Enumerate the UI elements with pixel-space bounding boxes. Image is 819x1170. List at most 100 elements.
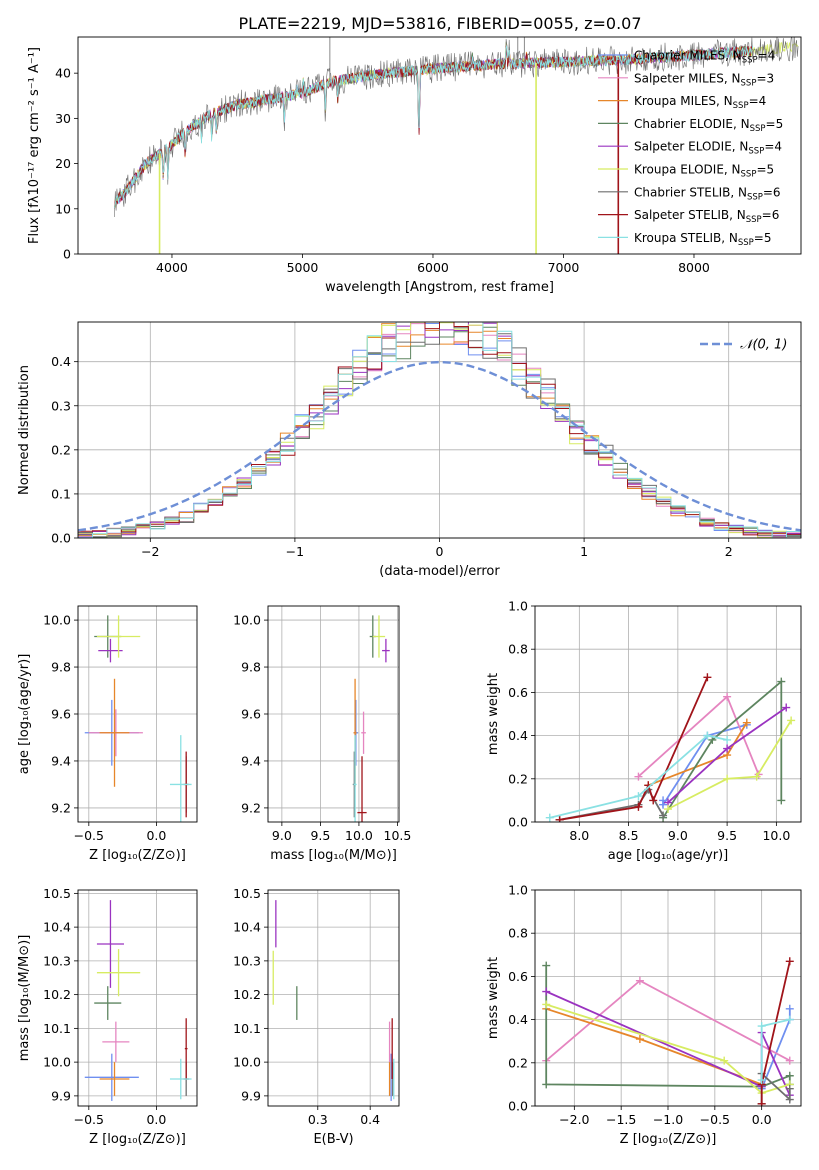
residuals-xtick-label-0: −2	[141, 544, 159, 559]
age-vs-z-ytick-label-3: 9.8	[51, 660, 71, 675]
mass-vs-ebv-chart: 0.3 0.4 9.9 10.0 10.1 10.2 10.3 10.4 10.5 E(B-V)	[233, 886, 400, 1147]
spectrum-ytick-label-4: 40	[55, 66, 71, 81]
weight-vs-z-ytick-label-3: 0.6	[508, 969, 528, 984]
weight-vs-z-xtick-label-3: −0.5	[700, 1112, 730, 1127]
age-vs-mass-chart: 9.0 9.5 10.0 10.5 9.2 9.4 9.6 9.8 10.0 mass [log₁…	[233, 605, 411, 863]
mass-vs-z-xlabel: Z [log₁₀(Z/Z⊙)]	[89, 1132, 186, 1147]
weight-vs-age-marker-kroupa-elodie-3	[787, 716, 796, 725]
residuals-ytick-label-0: 0.0	[51, 531, 71, 546]
weight-vs-z-xtick-label-2: −1.0	[653, 1112, 683, 1127]
weight-vs-age-marker-kroupa-elodie-2	[752, 772, 761, 781]
residuals-xtick-label-4: 2	[725, 544, 733, 559]
weight-vs-age-frame	[534, 605, 802, 823]
normal-curve	[78, 360, 801, 532]
age-vs-z-xlabel: Z [log₁₀(Z/Z⊙)]	[89, 848, 186, 863]
residuals-chart: −2 −1 0 1 2 0.0 0.1 0.2 0.3 0.4 (data-model)/error…	[17, 321, 802, 579]
legend-text: Chabrier MILES, N	[634, 49, 742, 63]
weight-vs-z-chart: −2.0 −1.5 −1.0 −0.5 0.0 0.0 0.2 0.4 0.6 0.8 1.0 Z […	[486, 883, 802, 1147]
age-vs-z-plot-area	[84, 615, 192, 822]
weight-vs-age-marker-salpeter-stelib-4	[703, 673, 712, 682]
legend-label-salpeter-miles: Salpeter MILES, NSSP=3	[634, 71, 774, 88]
mass-vs-ebv-ytick-label-1: 10.0	[233, 1055, 261, 1070]
weight-vs-z-marker-salpeter-stelib-0	[757, 1099, 766, 1106]
weight-vs-z-marker-kroupa-miles-1	[635, 1035, 644, 1044]
mass-vs-z-xtick-label-1: 0.0	[146, 1112, 166, 1127]
weight-vs-z-marker-chabrier-miles-3	[785, 1004, 794, 1013]
weight-vs-z-ytick-label-5: 1.0	[508, 883, 528, 898]
age-vs-mass-xtick-label-2: 10.0	[345, 828, 373, 843]
weight-vs-age-line-chabrier-elodie	[662, 679, 783, 819]
legend-label-salpeter-elodie: Salpeter ELODIE, NSSP=4	[634, 140, 782, 157]
weight-vs-age-marker-kroupa-stelib-2	[703, 731, 712, 740]
mass-vs-z-frame	[77, 889, 198, 1107]
weight-vs-z-marker-kroupa-stelib-1	[757, 1022, 766, 1031]
weight-vs-age-chart: 8.0 8.5 9.0 9.5 10.0 0.0 0.2 0.4 0.6 0.8 1.0 age [l…	[486, 599, 802, 863]
mass-vs-ebv-xtick-label-1: 0.4	[360, 1112, 380, 1127]
weight-vs-age-ytick-label-1: 0.2	[508, 771, 528, 786]
residuals-ytick-label-3: 0.3	[51, 398, 71, 413]
weight-vs-z-marker-chabrier-elodie-0	[542, 961, 551, 970]
mass-vs-ebv-ytick-label-2: 10.1	[233, 1021, 261, 1036]
legend-text: Chabrier STELIB, N	[634, 185, 747, 199]
age-vs-mass-ytick-label-4: 10.0	[233, 613, 261, 628]
mass-vs-ebv-ytick-label-6: 10.5	[233, 886, 261, 901]
weight-vs-z-ytick-label-4: 0.8	[508, 926, 528, 941]
mass-vs-ebv-plot-area	[272, 900, 395, 1101]
weight-vs-z-xlabel: Z [log₁₀(Z/Z⊙)]	[620, 1132, 717, 1147]
weight-vs-z-ytick-label-2: 0.4	[508, 1012, 528, 1027]
age-vs-z-ytick-label-4: 10.0	[43, 613, 71, 628]
spectrum-ylabel: Flux [fλ10⁻¹⁷ erg cm⁻² s⁻¹ A⁻¹]	[27, 47, 42, 244]
weight-vs-z-ytick-label-0: 0.0	[508, 1099, 528, 1114]
legend-text: Kroupa ELODIE, N	[634, 163, 741, 177]
weight-vs-age-ytick-label-5: 1.0	[508, 599, 528, 614]
legend-label-chabrier-elodie: Chabrier ELODIE, NSSP=5	[634, 117, 783, 134]
weight-vs-age-marker-salpeter-elodie-2	[782, 703, 791, 712]
weight-vs-age-marker-salpeter-stelib-3	[649, 796, 658, 805]
age-vs-z-xtick-label-0: −0.5	[74, 828, 104, 843]
residuals-ytick-label-4: 0.4	[51, 354, 71, 369]
age-vs-mass-ytick-label-1: 9.4	[241, 753, 261, 768]
residuals-xlabel: (data-model)/error	[379, 564, 500, 579]
spectrum-xtick-label-2: 6000	[417, 260, 449, 275]
mass-vs-z-ylabel: mass [log₁₀(M/M⊙)]	[17, 935, 32, 1062]
spectrum-title: PLATE=2219, MJD=53816, FIBERID=0055, z=0…	[238, 14, 641, 33]
residuals-plot-area	[78, 322, 801, 538]
weight-vs-age-marker-kroupa-stelib-1	[634, 792, 643, 801]
legend-text: Salpeter ELODIE, N	[634, 140, 748, 154]
mass-vs-ebv-ytick-label-3: 10.2	[233, 987, 261, 1002]
residual-hist-kroupa-stelib	[78, 322, 801, 538]
weight-vs-age-xtick-label-1: 8.5	[619, 828, 639, 843]
weight-vs-z-xtick-label-0: −2.0	[559, 1112, 589, 1127]
weight-vs-age-marker-kroupa-miles-2	[742, 718, 751, 727]
mass-vs-z-ytick-label-1: 10.0	[43, 1055, 71, 1070]
residuals-ylabel: Normed distribution	[17, 365, 32, 495]
residuals-xtick-label-2: 0	[436, 544, 444, 559]
weight-vs-age-xlabel: age [log₁₀(age/yr)]	[608, 848, 729, 863]
legend-label-kroupa-elodie: Kroupa ELODIE, NSSP=5	[634, 163, 774, 180]
spectrum-xtick-label-4: 8000	[678, 260, 710, 275]
weight-vs-z-marker-chabrier-stelib-2	[785, 1095, 794, 1104]
age-vs-mass-ytick-label-2: 9.6	[241, 707, 261, 722]
weight-vs-age-line-kroupa-stelib	[549, 734, 728, 819]
legend-tail: =5	[766, 117, 784, 131]
legend-sub: SSP	[733, 101, 749, 111]
mass-vs-ebv-ytick-label-0: 9.9	[241, 1088, 261, 1103]
weight-vs-age-marker-kroupa-elodie-0	[664, 805, 672, 814]
spectrum-frame	[77, 36, 802, 255]
weight-vs-age-xtick-label-4: 10.0	[762, 828, 790, 843]
weight-vs-age-marker-kroupa-stelib-0	[545, 813, 554, 822]
weight-vs-age-ytick-label-0: 0.0	[508, 815, 528, 830]
residuals-ytick-label-2: 0.2	[51, 442, 71, 457]
weight-vs-age-ylabel: mass weight	[486, 673, 501, 755]
spectrum-line-kroupa-stelib	[114, 45, 754, 209]
mass-vs-z-ytick-label-6: 10.5	[43, 886, 71, 901]
weight-vs-z-frame	[534, 889, 802, 1107]
mass-vs-z-ytick-label-3: 10.2	[43, 987, 71, 1002]
weight-vs-z-marker-chabrier-stelib-3	[785, 1084, 794, 1093]
legend-sub: SSP	[746, 215, 762, 225]
legend-label-kroupa-miles: Kroupa MILES, NSSP=4	[634, 94, 766, 111]
legend-sub: SSP	[750, 124, 766, 134]
age-vs-mass-plot-area	[352, 615, 390, 822]
legend-tail: =6	[762, 208, 780, 222]
mass-vs-z-plot-area	[84, 900, 192, 1101]
